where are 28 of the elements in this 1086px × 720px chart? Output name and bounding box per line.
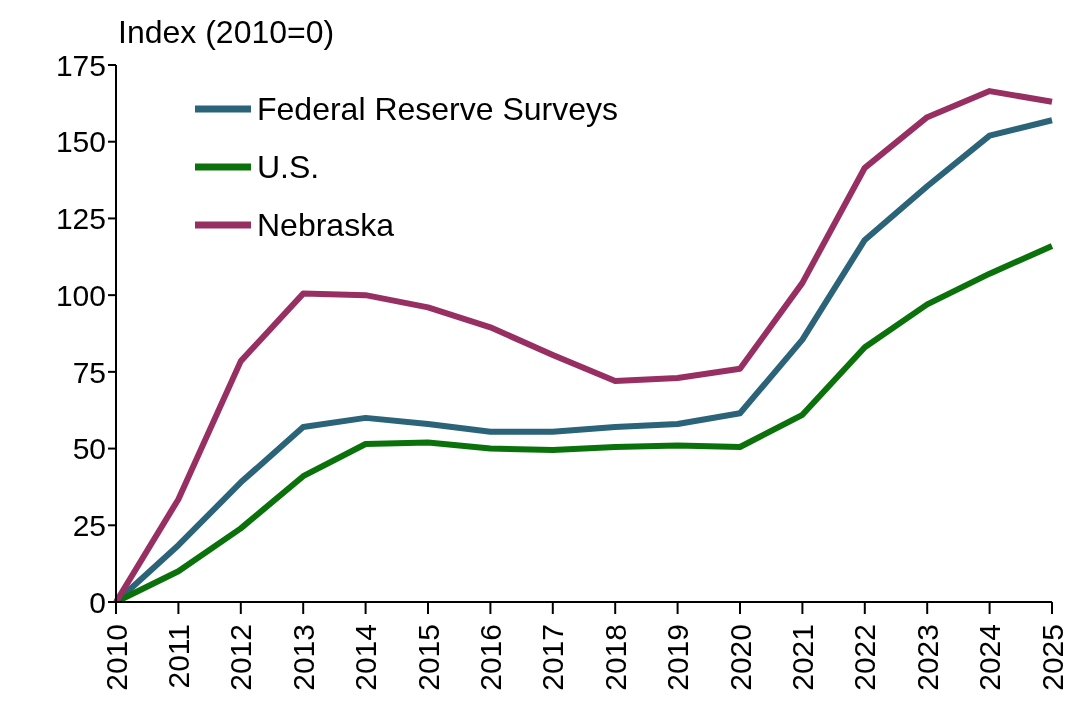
x-tick-label: 2015 bbox=[411, 624, 445, 691]
x-tick-label: 2025 bbox=[1035, 624, 1069, 691]
y-tick-label: 0 bbox=[89, 585, 106, 619]
x-tick-label: 2022 bbox=[848, 624, 882, 691]
x-tick-label: 2023 bbox=[910, 624, 944, 691]
x-tick-label: 2016 bbox=[473, 624, 507, 691]
y-tick-label: 125 bbox=[55, 202, 106, 236]
y-tick-label: 175 bbox=[55, 48, 106, 82]
x-tick-label: 2024 bbox=[973, 624, 1007, 691]
x-tick-label: 2021 bbox=[785, 624, 819, 691]
legend-label: U.S. bbox=[257, 148, 320, 186]
y-tick-label: 25 bbox=[72, 508, 106, 542]
legend-label: Nebraska bbox=[257, 206, 394, 244]
x-tick-label: 2014 bbox=[349, 624, 383, 691]
x-tick-label: 2019 bbox=[661, 624, 695, 691]
x-tick-label: 2011 bbox=[161, 624, 195, 689]
y-axis-title: Index (2010=0) bbox=[118, 14, 335, 51]
x-tick-label: 2012 bbox=[224, 624, 258, 691]
y-tick-label: 50 bbox=[72, 432, 106, 466]
y-tick-label: 75 bbox=[72, 355, 106, 389]
x-tick-label: 2017 bbox=[536, 624, 570, 691]
y-tick-label: 100 bbox=[55, 278, 106, 312]
x-tick-label: 2013 bbox=[286, 624, 320, 691]
legend-label: Federal Reserve Surveys bbox=[257, 90, 619, 128]
x-tick-label: 2020 bbox=[723, 624, 757, 691]
x-tick-label: 2018 bbox=[598, 624, 632, 691]
y-tick-label: 150 bbox=[55, 125, 106, 159]
x-tick-label: 2010 bbox=[99, 624, 133, 691]
